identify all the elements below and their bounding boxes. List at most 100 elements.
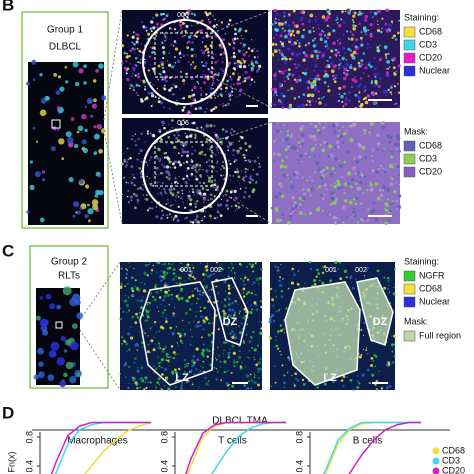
cell — [149, 261, 151, 264]
cell — [228, 304, 230, 306]
cell — [171, 93, 174, 96]
cell — [72, 214, 76, 218]
cell — [223, 371, 226, 374]
cell — [376, 196, 381, 201]
cell — [137, 42, 139, 45]
cell — [368, 181, 371, 183]
cell — [186, 174, 189, 178]
cell — [188, 178, 191, 181]
cell — [222, 103, 225, 105]
cell — [237, 72, 240, 75]
cell — [172, 356, 175, 360]
cell — [146, 274, 149, 277]
cell — [138, 167, 142, 170]
cell — [371, 92, 376, 97]
cell — [217, 95, 219, 97]
cell — [204, 210, 206, 212]
cell — [322, 126, 325, 130]
cell — [195, 368, 198, 371]
cell — [194, 175, 197, 178]
cell — [274, 290, 277, 292]
cell — [165, 170, 169, 174]
cell — [151, 16, 155, 19]
cell — [198, 293, 201, 296]
cell — [174, 306, 176, 308]
cell — [199, 87, 202, 90]
cell — [288, 359, 290, 361]
cell — [388, 23, 392, 27]
cell — [162, 57, 165, 60]
cell — [208, 139, 211, 142]
cell — [351, 178, 355, 182]
cell — [134, 206, 137, 209]
cell — [192, 363, 196, 366]
cell — [281, 42, 284, 46]
cell — [159, 347, 162, 350]
cell — [203, 81, 207, 85]
cell — [362, 181, 365, 184]
cell — [377, 147, 380, 149]
cell — [196, 220, 200, 224]
cell — [296, 149, 299, 152]
cell — [342, 65, 346, 69]
cell — [192, 354, 196, 358]
cell — [165, 345, 167, 348]
cell — [142, 289, 147, 293]
cell — [192, 275, 195, 279]
cell — [202, 128, 205, 131]
cell — [125, 55, 129, 59]
cell — [312, 26, 315, 29]
cell — [325, 166, 329, 170]
legend-label: CD68 — [419, 26, 442, 36]
cell — [214, 106, 218, 109]
cell — [222, 105, 224, 107]
cell — [37, 347, 44, 355]
cell — [363, 89, 366, 91]
cell — [360, 59, 364, 63]
cell — [214, 133, 218, 137]
cell — [215, 359, 218, 361]
cell — [48, 350, 57, 358]
cell — [186, 16, 189, 19]
cell — [274, 265, 277, 268]
cell — [209, 273, 213, 277]
cell — [221, 69, 225, 73]
cell — [246, 323, 249, 326]
group-subtitle: DLBCL — [49, 42, 82, 53]
cell — [215, 146, 219, 149]
cell — [331, 123, 336, 128]
cell — [232, 175, 235, 177]
cell — [271, 102, 274, 106]
cell — [304, 283, 306, 285]
cell — [189, 202, 193, 206]
cell — [376, 269, 380, 273]
cell — [59, 380, 66, 388]
cell — [397, 91, 401, 95]
cell — [353, 11, 357, 15]
cell — [282, 10, 286, 14]
cell — [155, 216, 158, 218]
cell — [62, 286, 72, 296]
cell — [232, 130, 236, 133]
cell — [322, 197, 325, 201]
cell — [68, 177, 74, 183]
cell — [359, 77, 363, 80]
cell — [239, 188, 242, 190]
cell — [206, 262, 209, 264]
cell — [237, 205, 241, 209]
cell — [121, 343, 123, 345]
cell — [200, 365, 202, 367]
cell — [207, 51, 210, 54]
cell — [204, 111, 206, 113]
cell — [223, 174, 225, 176]
cell — [189, 164, 192, 166]
cell — [290, 133, 293, 136]
cell — [327, 65, 331, 68]
cell — [139, 386, 142, 389]
cell — [146, 350, 150, 354]
cell — [283, 124, 286, 126]
cell — [59, 86, 65, 92]
cell — [307, 56, 309, 59]
legend-marker — [432, 467, 440, 474]
cell — [180, 56, 182, 59]
